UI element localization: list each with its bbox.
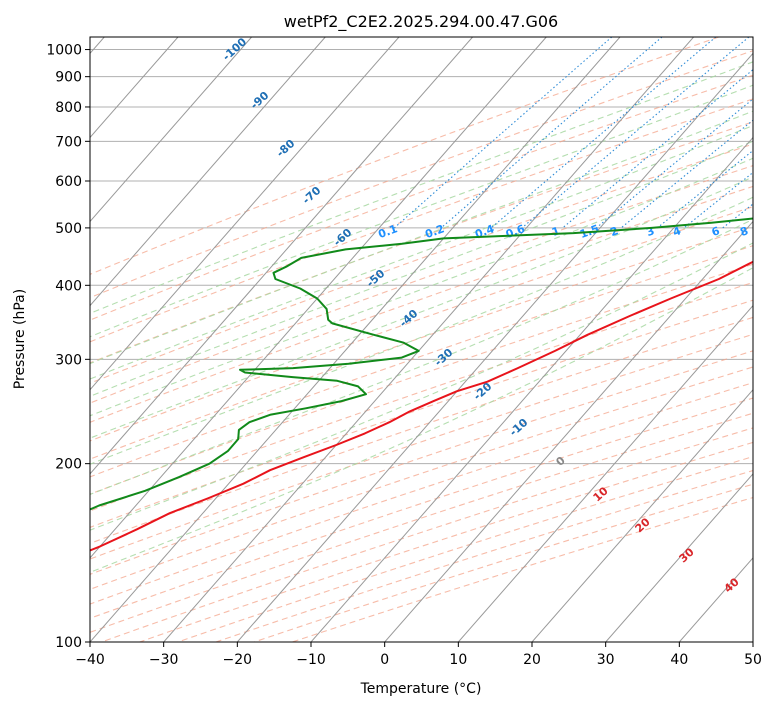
moist-adiabat-line	[90, 84, 753, 338]
x-axis-label: Temperature (°C)	[360, 681, 482, 697]
chart-title: wetPf2_C2E2.2025.294.00.47.G06	[284, 12, 558, 32]
dry-adiabat-line	[90, 333, 753, 560]
y-tick-label: 200	[55, 457, 82, 473]
isotherm-line	[457, 304, 753, 642]
x-tick-label: 20	[523, 652, 541, 668]
dry-adiabat-line	[90, 185, 753, 423]
x-tick-label: −10	[296, 652, 326, 668]
mixing-ratio-label: 8	[738, 224, 750, 239]
mixing-ratio-label: 6	[710, 224, 722, 239]
mixing-ratio-label: 0.1	[377, 222, 400, 241]
dry-adiabat-line	[292, 496, 753, 642]
x-tick-label: 30	[597, 652, 615, 668]
moist-adiabat-line	[90, 110, 753, 365]
mixing-ratio-line	[683, 171, 753, 229]
y-tick-label: 500	[55, 221, 82, 237]
mixing-ratio-line	[440, 37, 663, 229]
isotherm-line	[90, 37, 473, 475]
x-tick-label: 40	[670, 652, 688, 668]
dry-adiabat-line	[254, 483, 753, 642]
y-tick-label: 1000	[46, 43, 82, 59]
y-tick-label: 400	[55, 278, 82, 294]
plot-frame	[89, 36, 754, 643]
y-tick-label: 700	[55, 134, 82, 150]
mixing-ratio-label: 3	[645, 224, 657, 239]
x-tick-label: −20	[223, 652, 253, 668]
temperature-profile-line	[90, 260, 753, 552]
moist-adiabat-line	[90, 61, 753, 314]
dry-adiabat-line	[139, 441, 753, 642]
dry-adiabat-line	[90, 165, 753, 404]
dry-adiabat-line	[90, 350, 753, 575]
y-tick-label: 900	[55, 70, 82, 86]
isotherm-line	[384, 220, 753, 642]
dry-adiabat-line	[90, 263, 753, 495]
isotherm-line	[531, 388, 753, 642]
profile-lines	[90, 217, 753, 552]
dry-adiabat-line	[90, 245, 753, 478]
isotherm-line	[605, 473, 753, 642]
isotherm-line	[90, 37, 547, 559]
y-tick-label: 300	[55, 352, 82, 368]
isotherm-line	[236, 52, 753, 642]
isotherm-line	[90, 37, 252, 223]
moist-adiabat-line	[90, 157, 753, 417]
mixing-ratio-label: 2	[608, 224, 620, 239]
isotherm-line	[90, 37, 400, 391]
x-tick-label: 0	[380, 652, 389, 668]
moist-adiabat-line	[90, 267, 753, 573]
dry-adiabat-line	[90, 50, 753, 299]
isotherm-line	[163, 37, 694, 642]
y-tick-label: 100	[55, 635, 82, 651]
dry-adiabat-line	[177, 455, 753, 642]
dry-adiabat-line	[90, 74, 753, 321]
y-tick-label: 600	[55, 174, 82, 190]
x-tick-label: −30	[149, 652, 179, 668]
isotherm-line	[90, 37, 621, 642]
dry-adiabat-line	[90, 299, 753, 528]
axis-ticks: −40 −30 −20 −10 0 10 20 30 40 5010020030040050060…	[46, 43, 762, 668]
isotherm-line	[90, 37, 326, 307]
mixing-ratio-label: 4	[671, 224, 683, 239]
mixing-ratio-line	[521, 37, 750, 229]
dry-adiabat-line	[215, 469, 753, 642]
mixing-ratio-label: 1	[550, 224, 562, 239]
x-tick-label: 10	[449, 652, 467, 668]
x-tick-label: 50	[744, 652, 762, 668]
dry-adiabat-line	[90, 98, 753, 343]
mixing-ratio-line	[490, 37, 717, 229]
y-tick-label: 800	[55, 100, 82, 116]
dry-adiabat-line	[90, 316, 753, 545]
mixing-ratio-label: 0.2	[423, 222, 446, 241]
dry-adiabat-line	[90, 206, 753, 442]
moist-adiabat-line	[90, 196, 753, 465]
dewpoint-profile-line	[90, 217, 753, 511]
x-tick-label: −40	[75, 652, 105, 668]
mixing-ratio-line	[393, 37, 613, 229]
moist-adiabat-line	[90, 176, 753, 439]
moist-adiabat-line	[90, 140, 753, 397]
y-axis-label: Pressure (hPa)	[12, 289, 28, 389]
dry-adiabat-line	[90, 143, 753, 384]
mixing-ratio-line	[620, 119, 753, 229]
